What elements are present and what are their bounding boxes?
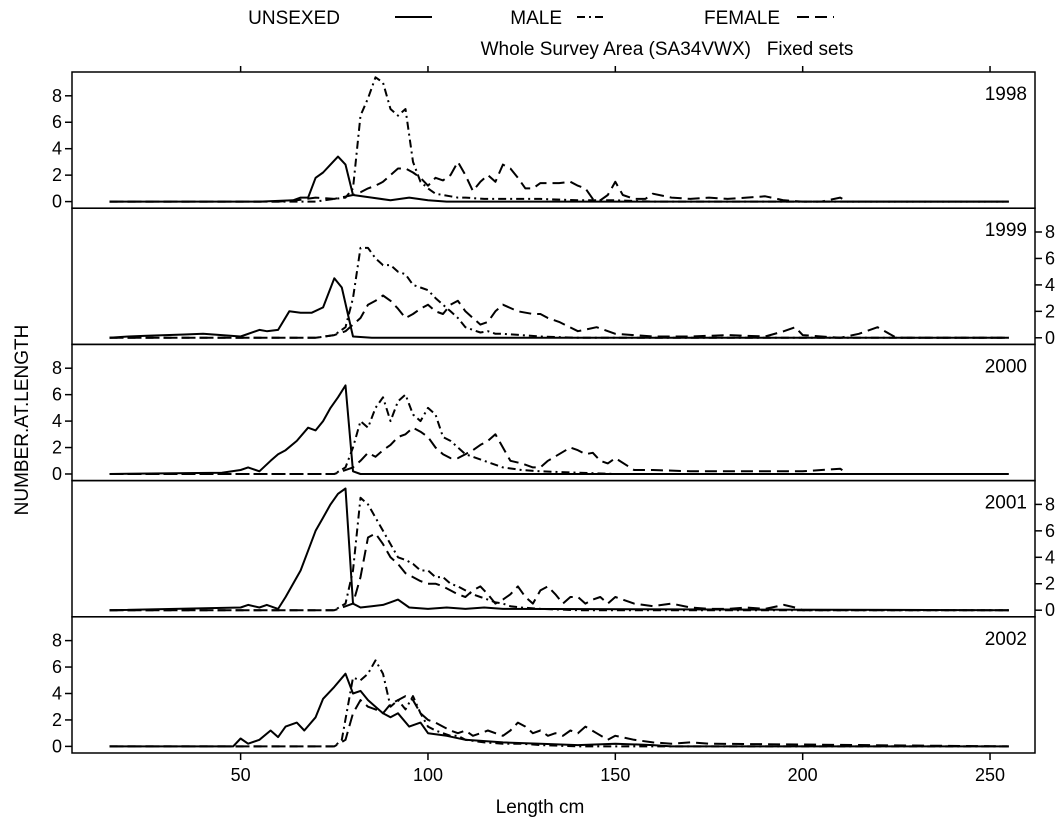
legend-label-female: FEMALE (704, 8, 780, 29)
legend-label-unsexed: UNSEXED (248, 8, 340, 29)
y-tick-label: 6 (52, 657, 62, 677)
series-line-male (109, 246, 1009, 339)
y-tick-label: 8 (1045, 494, 1055, 514)
x-tick-label: 100 (413, 765, 443, 785)
series-line-female (109, 294, 1009, 339)
panels: 0 2 4 6 8 1998 0 2 4 6 8 1999 0 2 4 6 8 2000 0 2 4 6 8 2001 0 2 4 6… (52, 66, 1055, 785)
series-line-female (109, 532, 1009, 612)
panel-label: 1999 (985, 220, 1027, 241)
series-line-unsexed (109, 155, 1009, 203)
panel-label: 1998 (985, 84, 1027, 105)
legend: UNSEXED MALE FEMALE (248, 8, 834, 29)
y-tick-label: 8 (52, 631, 62, 651)
y-tick-label: 4 (52, 139, 62, 159)
legend-label-male: MALE (510, 8, 562, 29)
panel-frame (71, 71, 1036, 209)
y-tick-label: 2 (1045, 574, 1055, 594)
y-tick-label: 0 (1045, 328, 1055, 348)
y-tick-label: 8 (1045, 222, 1055, 242)
panel-2000: 0 2 4 6 8 2000 (52, 343, 1036, 484)
y-tick-label: 2 (52, 710, 62, 730)
panel-label: 2002 (985, 629, 1027, 650)
y-tick-label: 2 (52, 438, 62, 458)
y-axis-label: NUMBER.AT.LENGTH (12, 325, 33, 516)
series-line-male (109, 659, 1009, 748)
y-tick-label: 0 (52, 464, 62, 484)
series-line-unsexed (109, 487, 1009, 612)
panel-2002: 0 2 4 6 8 2002 (52, 616, 1036, 756)
panel-frame (71, 207, 1036, 346)
series-line-female (109, 426, 1009, 475)
series-line-unsexed (109, 277, 1009, 339)
series-line-female (109, 695, 1009, 748)
y-tick-label: 6 (52, 385, 62, 405)
panel-frame (71, 479, 1036, 618)
panel-label: 2000 (985, 356, 1027, 377)
y-tick-label: 2 (1045, 301, 1055, 321)
y-tick-label: 6 (1045, 521, 1055, 541)
panel-frame (71, 343, 1036, 482)
y-tick-label: 0 (52, 736, 62, 756)
y-tick-label: 8 (52, 86, 62, 106)
panel-2001: 0 2 4 6 8 2001 (71, 479, 1055, 620)
y-tick-label: 0 (52, 192, 62, 212)
panel-1998: 0 2 4 6 8 1998 (52, 66, 1036, 212)
y-tick-label: 0 (1045, 600, 1055, 620)
panel-frame (71, 616, 1036, 754)
y-tick-label: 8 (52, 358, 62, 378)
series-line-female (109, 160, 1009, 203)
y-tick-label: 4 (52, 411, 62, 431)
x-tick-label: 250 (975, 765, 1005, 785)
y-tick-label: 4 (1045, 275, 1055, 295)
y-tick-label: 6 (1045, 248, 1055, 268)
chart-title: Whole Survey Area (SA34VWX) Fixed sets (481, 39, 854, 60)
x-tick-label: 200 (788, 765, 818, 785)
series-line-unsexed (109, 672, 1009, 748)
series-line-unsexed (109, 384, 1009, 475)
panel-1999: 0 2 4 6 8 1999 (71, 207, 1055, 348)
x-tick-label: 150 (600, 765, 630, 785)
series-line-male (109, 393, 1009, 475)
x-tick-label: 50 (231, 765, 251, 785)
y-tick-label: 2 (52, 165, 62, 185)
series-line-male (109, 76, 1009, 203)
y-tick-label: 4 (52, 683, 62, 703)
y-tick-label: 6 (52, 112, 62, 132)
panel-label: 2001 (985, 493, 1027, 514)
x-axis-label: Length cm (496, 797, 585, 818)
x-axis: 50 100 150 200 250 (231, 753, 1005, 785)
y-tick-label: 4 (1045, 547, 1055, 567)
series-line-male (109, 496, 1009, 612)
